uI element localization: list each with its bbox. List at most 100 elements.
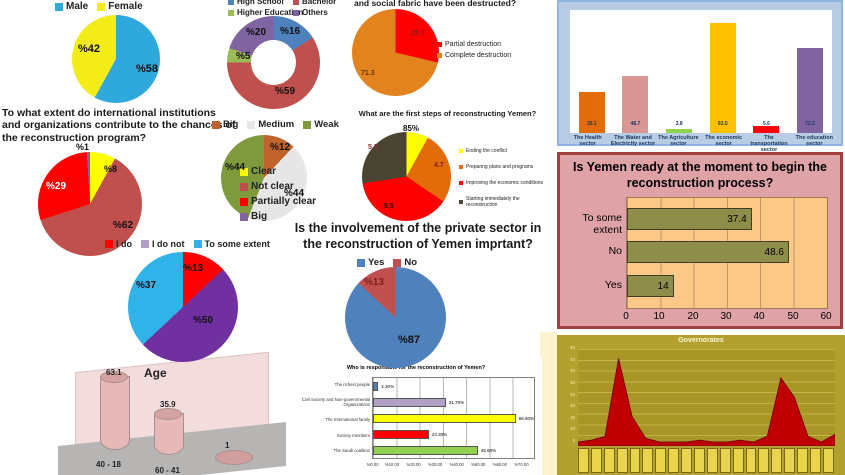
doubt-pie: [128, 252, 238, 362]
private-title-line2: the reconstruction of Yemen imprtant?: [303, 236, 533, 251]
governorates-xlabel-box: [706, 448, 718, 473]
education-slice-label: %59: [275, 86, 296, 97]
responsible-xtick: %60.00: [492, 462, 507, 467]
ready-category: Yes: [604, 279, 622, 291]
responsible-category: The richest people: [334, 381, 370, 387]
partially-clear-swatch: [240, 197, 248, 206]
age-cylinder-body: [100, 371, 130, 450]
others-swatch: [293, 9, 299, 16]
responsible-xtick: %10.00: [384, 462, 400, 467]
sector-category: The Health sector: [573, 135, 602, 148]
governorates-xlabel-box: [810, 448, 821, 473]
legend-item-clear: Clear: [240, 166, 276, 177]
governorates-xlabel-box: [616, 448, 628, 473]
legend-label: Big: [251, 211, 268, 222]
strength-slice-label: %44: [225, 162, 246, 173]
legend-label: Starting immediately the reconstruction: [466, 196, 520, 208]
legend-item-not-clear: Not clear: [240, 181, 294, 192]
responsible-bar: [373, 381, 379, 391]
higher-education-swatch: [228, 9, 234, 16]
ready-xtick: 30: [720, 311, 732, 322]
governorates-ytick: 10: [569, 426, 575, 432]
responsible-xtick: %70.00: [514, 462, 529, 467]
institutions-title: To what extent do international institut…: [2, 107, 236, 144]
first-steps-slice-label: 4.7: [434, 162, 444, 169]
fabric-slice-label: 71.3: [361, 70, 375, 77]
education-legend: High School Bachelor Higher Education Ot…: [228, 0, 356, 17]
responsible-bar: [373, 445, 478, 455]
legend-label: Weak: [314, 119, 339, 130]
sector-category: The Water and Electricity sector: [610, 135, 656, 148]
medium-swatch: [247, 120, 256, 129]
big-swatch: [212, 120, 220, 129]
to-some-extent-swatch: [193, 240, 202, 248]
sectors-categories: The Health sector The Water and Electrici…: [565, 135, 837, 153]
governorates-ytick: 40: [569, 356, 575, 362]
age-cylinder-flat: [215, 450, 253, 465]
responsible-bar-value: 31.70%: [448, 399, 465, 405]
legend-label: Ending the conflict: [466, 148, 507, 154]
ready-panel: Is Yemen ready at the moment to begin th…: [557, 152, 843, 329]
big-swatch: [240, 212, 248, 221]
responsible-row: 2.30%: [373, 381, 534, 391]
governorates-ytick: 35: [569, 368, 575, 374]
responsible-row: 24.30%: [373, 429, 534, 439]
no-swatch: [393, 258, 402, 267]
responsible-title: Who is responsible for the reconstructio…: [346, 365, 486, 371]
legend-label: Medium: [258, 119, 295, 130]
starting-immediately-swatch: [459, 200, 463, 204]
legend-label: Yes: [368, 257, 385, 268]
sector-bar: 5.6: [753, 121, 780, 133]
governorates-ytick: 30: [569, 379, 575, 385]
legend-item-i-do-not: I do not: [141, 239, 185, 249]
sector-bar-value: 5.6: [762, 121, 770, 127]
sector-category: The Agriculture sector: [658, 135, 699, 148]
governorates-xlabel-box: [784, 448, 796, 473]
i-do-swatch: [105, 240, 113, 248]
gender-slice-label: %42: [78, 43, 101, 55]
sector-bar: 48.7: [622, 75, 649, 133]
fabric-title: and social fabric have been destructed?: [353, 0, 517, 8]
private-slice-label: %13: [364, 277, 385, 288]
ready-title: Is Yemen ready at the moment to begin th…: [560, 160, 840, 191]
legend-item-bachelor: Bachelor: [293, 0, 336, 6]
institutions-slice-label: %62: [113, 220, 134, 231]
responsible-bar-value: 45.60%: [480, 447, 497, 453]
doubt-slice-label: %50: [193, 315, 214, 326]
sector-category: The education sector: [795, 135, 833, 148]
strength-legend: Big Medium Weak: [212, 119, 348, 130]
responsible-category: Society members: [336, 432, 370, 438]
legend-item-i-do: I do: [105, 239, 132, 249]
governorates-xlabel-box: [681, 448, 693, 473]
ready-xtick: 20: [687, 311, 699, 322]
ready-bar-value: 14: [657, 280, 669, 292]
legend-label: Others: [302, 8, 328, 17]
ready-plot: 37.4 48.6 14: [626, 197, 828, 309]
institutions-legend: Clear Not clear Partially clear Big: [240, 166, 316, 226]
legend-item-highschool: High School: [228, 0, 284, 6]
legend-item-male: Male: [55, 1, 88, 12]
responsible-row: 31.70%: [373, 397, 534, 407]
age-value-label: 63.1: [106, 368, 122, 377]
legend-item-preparing-plans: Preparing plans and programs: [459, 164, 533, 170]
legend-label: I do not: [152, 239, 185, 249]
age-category: 40 - 18: [96, 460, 121, 469]
legend-label: Male: [66, 1, 89, 12]
governorates-ytick: 5: [572, 438, 575, 443]
institutions-slice-label: %8: [104, 164, 118, 174]
legend-item-partially-clear: Partially clear: [240, 196, 316, 207]
governorates-xlabel-box: [745, 448, 757, 473]
fabric-pie: [352, 9, 439, 96]
legend-item-yes: Yes: [357, 257, 384, 268]
legend-label: Complete destruction: [445, 52, 512, 59]
governorates-plot: [577, 349, 836, 447]
legend-item-complete: Complete destruction: [437, 52, 511, 59]
responsible-row: 45.60%: [373, 445, 534, 455]
first-steps-title: What are the first steps of reconstructi…: [358, 109, 537, 118]
responsible-bar: [373, 413, 516, 423]
yes-swatch: [357, 258, 365, 267]
private-legend: Yes No: [357, 257, 426, 268]
preparing-plans-swatch: [459, 165, 463, 169]
legend-item-improving-economy: Improving the economic conditions: [459, 180, 543, 186]
gender-slice-label: %58: [136, 63, 159, 75]
